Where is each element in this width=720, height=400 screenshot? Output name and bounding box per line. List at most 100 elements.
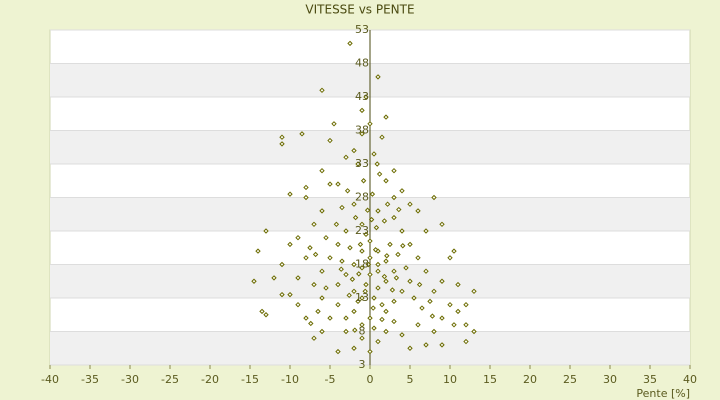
data-point — [359, 322, 365, 328]
data-point — [347, 40, 353, 47]
data-point — [415, 208, 421, 214]
data-point — [391, 167, 397, 174]
data-point — [455, 308, 461, 315]
data-point — [279, 141, 285, 147]
data-point — [279, 134, 285, 140]
data-point — [271, 275, 277, 281]
y-tick-label: 53 — [355, 23, 369, 36]
data-point — [367, 271, 373, 278]
data-point — [303, 184, 309, 191]
data-point — [399, 188, 405, 194]
data-point — [375, 208, 381, 214]
data-point — [403, 265, 409, 271]
data-point — [407, 241, 413, 248]
data-point — [351, 201, 357, 207]
data-point — [375, 261, 381, 268]
data-point — [287, 241, 293, 248]
data-point — [359, 131, 365, 137]
data-point — [357, 241, 364, 248]
data-point — [374, 161, 380, 167]
data-point — [381, 218, 388, 224]
data-point — [359, 248, 365, 254]
x-tick-label: 15 — [483, 373, 497, 386]
data-point — [319, 208, 325, 214]
data-point — [355, 298, 361, 305]
data-point — [287, 291, 293, 298]
data-point — [319, 328, 325, 335]
data-point — [307, 245, 313, 251]
data-point — [351, 261, 357, 268]
x-tick-label: 20 — [523, 373, 537, 386]
x-axis-label: Pente [%] — [636, 387, 690, 400]
data-point — [327, 181, 333, 187]
data-point — [295, 301, 301, 308]
x-tick-label: -30 — [121, 373, 139, 386]
x-tick-label: 35 — [643, 373, 657, 386]
data-point — [431, 288, 437, 295]
data-point — [379, 316, 385, 323]
data-point — [423, 268, 429, 274]
data-point — [263, 312, 269, 318]
data-point — [439, 221, 445, 228]
y-tick-label: 48 — [355, 57, 369, 70]
data-point — [391, 318, 397, 325]
data-point — [423, 228, 429, 234]
data-point — [383, 114, 389, 120]
data-point — [393, 275, 400, 281]
x-tick-label: 30 — [603, 373, 617, 386]
data-point — [463, 338, 469, 345]
data-point — [423, 342, 429, 348]
data-point — [351, 345, 357, 351]
data-point — [255, 248, 261, 254]
data-point — [387, 241, 393, 248]
data-point — [335, 348, 341, 355]
data-point — [399, 332, 405, 338]
data-point — [312, 251, 319, 258]
data-point — [415, 322, 421, 328]
data-point — [295, 234, 301, 241]
y-tick-label: 38 — [355, 124, 369, 137]
data-point — [351, 288, 357, 295]
data-point — [383, 328, 389, 335]
data-point — [311, 221, 317, 228]
data-point — [327, 137, 333, 144]
data-point — [355, 161, 361, 167]
data-point — [367, 121, 373, 127]
data-point — [335, 301, 341, 308]
chart-title: VITESSE vs PENTE — [305, 3, 414, 17]
data-point — [303, 194, 309, 201]
data-point — [333, 221, 340, 228]
data-point — [344, 188, 351, 194]
data-point — [251, 278, 257, 284]
data-point — [359, 221, 365, 228]
data-point — [407, 201, 413, 207]
data-point — [359, 295, 365, 301]
data-point — [343, 154, 349, 161]
x-tick-label: -5 — [325, 373, 336, 386]
data-point — [263, 228, 269, 234]
data-point — [279, 291, 285, 298]
data-point — [369, 191, 376, 197]
data-point — [439, 315, 445, 321]
data-point — [295, 275, 301, 281]
data-point — [471, 328, 477, 335]
x-tick-label: -35 — [81, 373, 99, 386]
x-tick-label: 25 — [563, 373, 577, 386]
data-point — [431, 328, 437, 335]
data-point — [371, 151, 377, 157]
data-point — [343, 315, 349, 321]
data-point — [391, 194, 397, 201]
data-point — [376, 171, 383, 177]
data-point — [375, 74, 381, 80]
data-point — [400, 243, 406, 249]
data-point — [303, 255, 309, 261]
data-point — [416, 281, 423, 288]
data-point — [367, 315, 373, 321]
data-point — [311, 335, 317, 341]
data-point — [349, 276, 356, 282]
data-point — [371, 325, 377, 331]
data-point — [359, 265, 365, 271]
y-tick-label: 8 — [359, 325, 366, 338]
data-point — [439, 342, 445, 348]
